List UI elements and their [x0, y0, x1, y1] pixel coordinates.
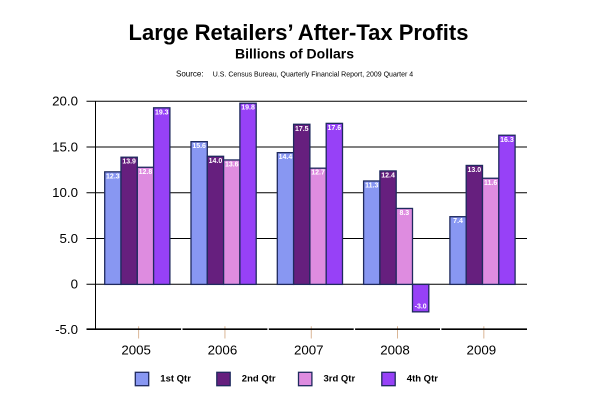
- svg-text:3rd Qtr: 3rd Qtr: [324, 373, 356, 384]
- svg-text:1st Qtr: 1st Qtr: [160, 373, 191, 384]
- svg-text:Large Retailers’ After-Tax Pro: Large Retailers’ After-Tax Profits: [129, 20, 469, 45]
- svg-text:12.3: 12.3: [106, 173, 120, 180]
- svg-text:12.8: 12.8: [139, 169, 153, 176]
- svg-text:16.3: 16.3: [500, 137, 514, 144]
- svg-text:11.3: 11.3: [365, 183, 378, 190]
- svg-text:Billions of Dollars: Billions of Dollars: [235, 45, 354, 61]
- svg-text:20.0: 20.0: [52, 94, 78, 109]
- svg-text:7.4: 7.4: [453, 218, 463, 225]
- svg-text:13.6: 13.6: [225, 161, 239, 168]
- svg-text:2nd Qtr: 2nd Qtr: [242, 373, 276, 384]
- svg-text:15.6: 15.6: [192, 143, 206, 150]
- svg-text:17.5: 17.5: [295, 126, 309, 133]
- svg-text:2006: 2006: [208, 343, 238, 358]
- svg-text:13.0: 13.0: [468, 167, 482, 174]
- svg-text:13.9: 13.9: [122, 159, 136, 166]
- svg-text:19.8: 19.8: [241, 105, 255, 112]
- svg-text:4th Qtr: 4th Qtr: [407, 373, 438, 384]
- svg-text:8.3: 8.3: [399, 210, 409, 217]
- svg-text:19.3: 19.3: [155, 109, 169, 116]
- svg-text:0: 0: [71, 277, 78, 292]
- svg-text:11.6: 11.6: [484, 180, 497, 187]
- svg-text:10.0: 10.0: [52, 185, 78, 200]
- svg-text:2005: 2005: [121, 343, 151, 358]
- svg-text:2008: 2008: [380, 343, 410, 358]
- svg-text:-5.0: -5.0: [55, 322, 78, 337]
- svg-text:17.6: 17.6: [328, 125, 342, 132]
- svg-text:2007: 2007: [294, 343, 324, 358]
- svg-text:5.0: 5.0: [60, 231, 79, 246]
- svg-text:14.0: 14.0: [209, 158, 223, 165]
- svg-text:15.0: 15.0: [52, 139, 78, 154]
- svg-text:Source:: Source:: [176, 69, 204, 78]
- svg-text:12.7: 12.7: [311, 170, 325, 177]
- svg-text:12.4: 12.4: [381, 172, 395, 179]
- svg-text:14.4: 14.4: [279, 154, 293, 161]
- svg-text:-3.0: -3.0: [415, 304, 427, 311]
- svg-text:U.S. Census Bureau, Quarterly: U.S. Census Bureau, Quarterly Financial …: [213, 71, 413, 78]
- svg-text:2009: 2009: [467, 343, 497, 358]
